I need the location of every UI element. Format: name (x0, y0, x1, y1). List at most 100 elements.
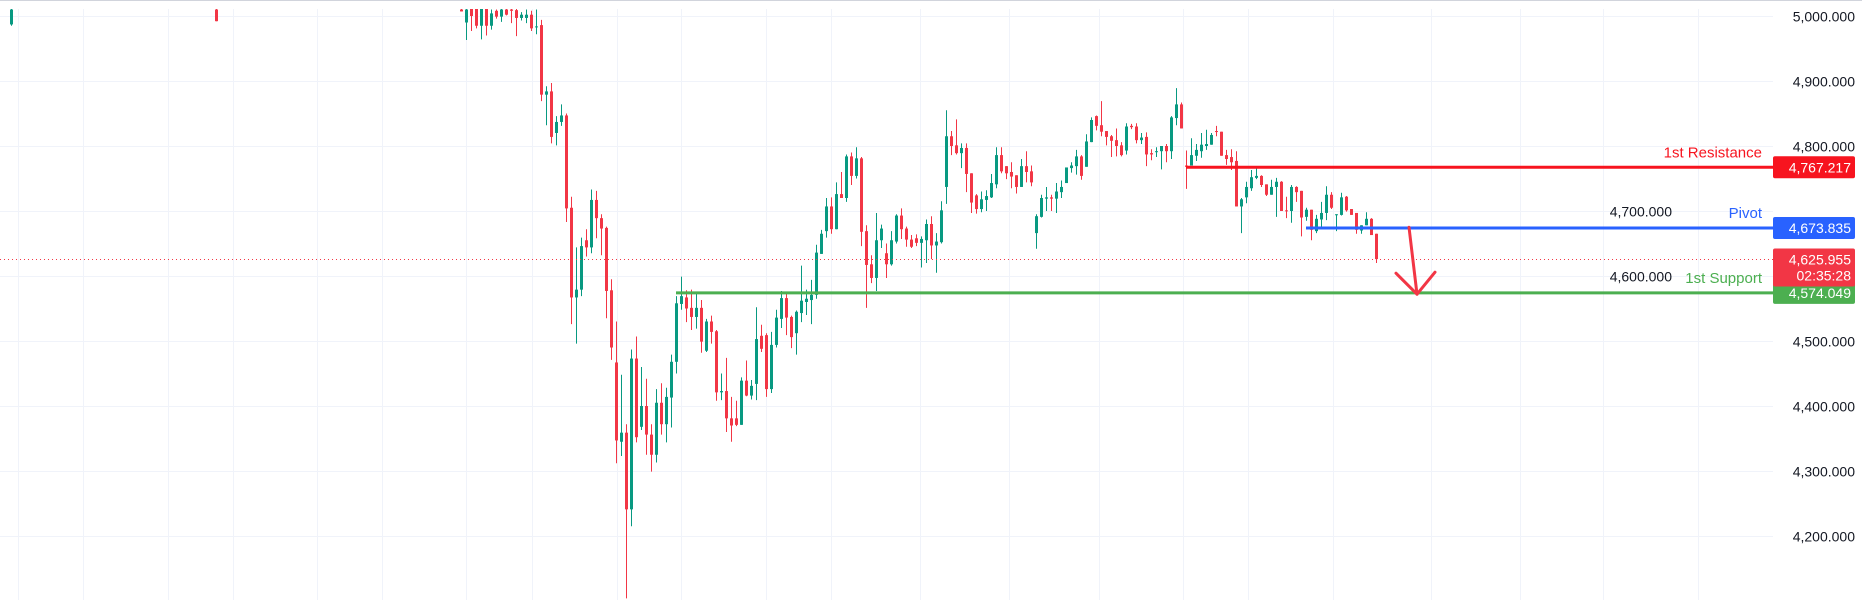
candle-body (215, 9, 218, 22)
candle-body (955, 145, 958, 154)
candle-bearish (885, 243, 888, 278)
candle-body (1220, 131, 1223, 156)
candle-bearish (1225, 149, 1228, 165)
candle-body (1365, 218, 1368, 226)
candle-body (565, 115, 568, 209)
candle-body (810, 294, 813, 301)
candle-bearish (830, 197, 833, 234)
candle-bullish (1205, 129, 1208, 150)
candle-bearish (860, 157, 863, 247)
candle-body (610, 290, 613, 348)
candle-body (655, 402, 658, 455)
price-axis[interactable]: 5,000.000 4,900.000 4,800.000 4,700.000 4,60… (1610, 9, 1855, 545)
candle-body (980, 199, 983, 210)
candle-bullish (1320, 201, 1323, 230)
candle-bearish (710, 315, 713, 344)
candle-bullish (780, 290, 783, 328)
candle-bullish (555, 116, 558, 146)
candle-bullish (820, 229, 823, 254)
candle-bearish (595, 190, 598, 239)
candle-bullish (480, 9, 483, 40)
annotation-arrow[interactable] (1394, 225, 1437, 296)
candle-bearish (605, 226, 608, 319)
candle-body (560, 115, 563, 122)
candle-body (820, 233, 823, 254)
candle-bullish (1250, 170, 1253, 191)
candle-body (1140, 137, 1143, 141)
candle-bearish (1310, 209, 1313, 241)
candle-bearish (1330, 192, 1333, 210)
last-price-tag (1773, 248, 1855, 287)
candle-bearish (660, 383, 663, 435)
candle-body (1005, 166, 1008, 174)
candle-bearish (955, 119, 958, 155)
candle-body (785, 298, 788, 318)
candle-bullish (665, 387, 668, 443)
candle-body (1315, 218, 1318, 232)
candle-bullish (755, 307, 758, 401)
candle-body (1065, 167, 1068, 184)
candle-bearish (730, 396, 733, 442)
candle-body (700, 307, 703, 342)
candle-body (1010, 172, 1013, 177)
candle-bullish (855, 147, 858, 179)
candle-body (10, 9, 13, 25)
price-axis-tick-label: 4,300.000 (1793, 464, 1855, 480)
candle-bearish (530, 10, 533, 31)
candle-bullish (1210, 133, 1213, 145)
price-axis-tick-label: 4,400.000 (1793, 399, 1855, 415)
candle-body (770, 344, 773, 390)
candle-body (1080, 156, 1083, 176)
candle-body (570, 207, 573, 298)
candle-bearish (725, 357, 728, 432)
candle-body (915, 238, 918, 243)
candle-body (1105, 131, 1108, 137)
candle-bullish (655, 389, 658, 463)
candle-bullish (890, 231, 893, 266)
candle-bullish (995, 147, 998, 189)
price-axis-tick-label: 5,000.000 (1793, 9, 1855, 25)
candle-body (635, 358, 638, 438)
candle-body (670, 361, 673, 398)
candle-body (530, 14, 533, 29)
candle-body (1260, 175, 1263, 185)
candle-body (630, 358, 633, 510)
candle-body (460, 9, 463, 12)
support-label: 1st Support (1685, 270, 1763, 287)
candle-bearish (1000, 147, 1003, 174)
candle-body (945, 136, 948, 187)
candle-body (1095, 116, 1098, 126)
candle-body (580, 246, 583, 290)
candle-bullish (1365, 212, 1368, 226)
candle-body (1115, 140, 1118, 146)
candle-bearish (715, 329, 718, 401)
candle-bullish (465, 9, 468, 41)
candle-body (710, 321, 713, 332)
candle-body (490, 13, 493, 26)
candle-bullish (535, 9, 538, 35)
candle-bullish (520, 12, 523, 21)
candle-bearish (470, 9, 473, 31)
candle-bullish (580, 237, 583, 297)
candle-bearish (1145, 132, 1148, 167)
candle-bearish (585, 229, 588, 257)
candle-bullish (810, 279, 813, 325)
candle-bullish (845, 154, 848, 202)
candle-bullish (1270, 179, 1273, 195)
candle-body (720, 391, 723, 393)
arrow-down-icon (1394, 270, 1437, 296)
candle-bearish (645, 378, 648, 455)
candle-bullish (880, 224, 883, 249)
candle-body (590, 199, 593, 248)
candle-body (1045, 197, 1048, 199)
candle-bearish (1095, 115, 1098, 131)
candle-bullish (695, 293, 698, 329)
candle-body (805, 298, 808, 302)
candle-bearish (1100, 101, 1103, 137)
candle-body (1135, 126, 1138, 141)
candle-bearish (790, 315, 793, 349)
candle-bullish (1020, 159, 1023, 187)
candle-bullish (775, 309, 778, 348)
candle-bearish (690, 289, 693, 330)
